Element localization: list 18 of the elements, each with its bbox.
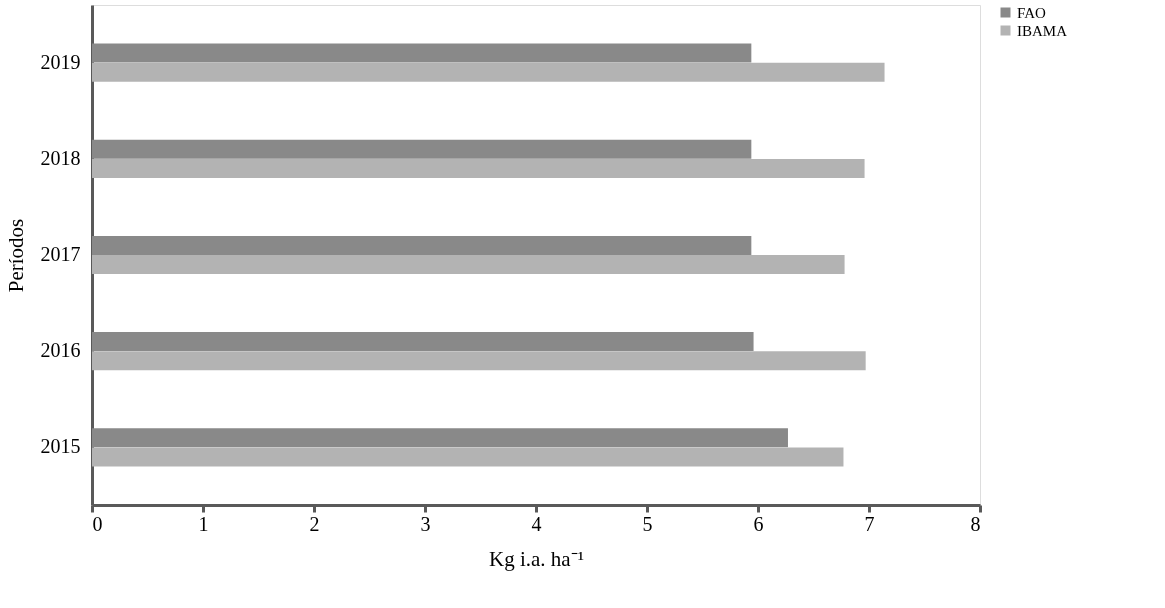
x-tick-label: 0 bbox=[92, 512, 103, 535]
y-tick-label: 2019 bbox=[40, 50, 81, 73]
x-tick-label: 7 bbox=[864, 512, 875, 535]
y-axis-title: Períodos bbox=[3, 218, 28, 293]
y-tick-label: 2017 bbox=[40, 243, 81, 265]
x-tick-label: 3 bbox=[420, 512, 431, 535]
y-tick-label: 2015 bbox=[40, 435, 81, 458]
x-tick-label: 1 bbox=[198, 512, 209, 535]
x-tick-label: 4 bbox=[531, 512, 542, 535]
x-tick-label: 2 bbox=[309, 512, 320, 535]
x-axis-title: Kg i.a. ha⁻¹ bbox=[489, 546, 584, 571]
y-tick-label: 2018 bbox=[40, 146, 81, 169]
x-tick-label: 8 bbox=[970, 512, 981, 535]
legend-label: IBAMA bbox=[1017, 22, 1068, 39]
x-tick-label: 5 bbox=[642, 512, 653, 535]
y-tick-label: 2016 bbox=[40, 339, 81, 362]
legend-label: FAO bbox=[1017, 4, 1047, 21]
x-tick-label: 6 bbox=[753, 512, 764, 535]
